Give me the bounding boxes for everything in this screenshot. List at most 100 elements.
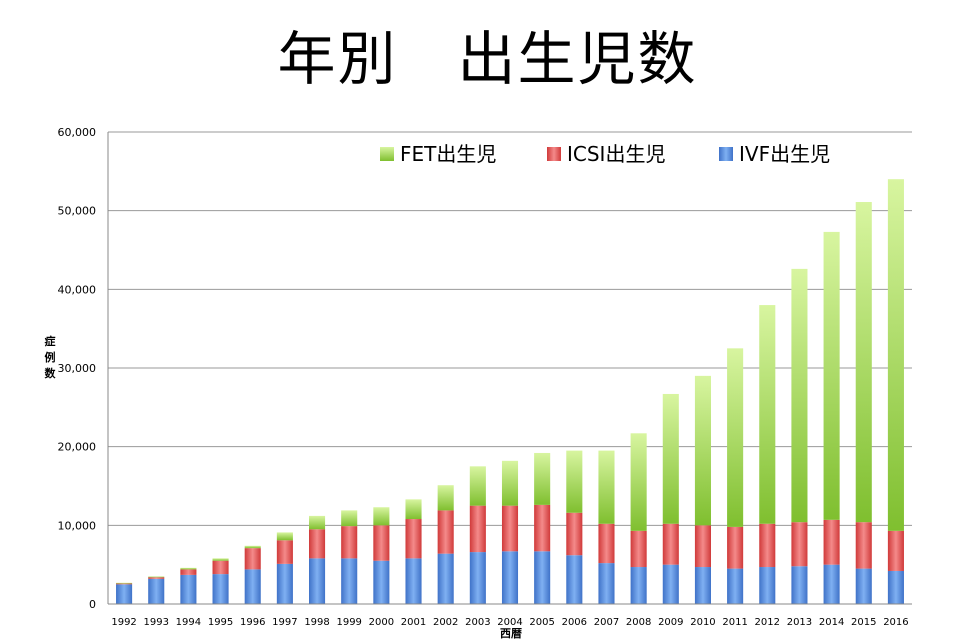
bar-1998-series-2: [309, 515, 326, 530]
bar-2015-series-0: [855, 568, 872, 604]
x-tick-label: 1993: [144, 617, 169, 628]
x-tick-label: 2012: [755, 617, 780, 628]
bar-2007-series-0: [598, 563, 615, 604]
bar-2011-series-2: [727, 348, 744, 527]
bar-2009-series-2: [662, 393, 679, 524]
x-tick-label: 2014: [819, 617, 844, 628]
bar-2016-series-2: [887, 179, 904, 531]
legend-label: IVF出生児: [739, 142, 830, 166]
x-tick-label: 2015: [851, 617, 876, 628]
bar-2010-series-0: [694, 567, 711, 604]
y-tick-label: 10,000: [58, 519, 97, 532]
bar-2014-series-2: [823, 231, 840, 520]
bar-1993-series-2: [148, 576, 165, 578]
bar-1998-series-1: [309, 529, 326, 559]
bar-2004-series-0: [501, 551, 519, 604]
bar-1992-series-2: [116, 582, 133, 584]
bar-1995-series-0: [212, 574, 229, 604]
bar-2006-series-0: [566, 555, 583, 604]
x-tick-label: 2006: [562, 617, 587, 628]
bar-2008-series-1: [630, 530, 647, 568]
bar-2013-series-1: [791, 522, 808, 567]
x-axis-label: 西暦: [500, 627, 522, 640]
bar-2003-series-1: [469, 505, 486, 553]
bar-2006-series-1: [566, 512, 583, 556]
bar-1999-series-0: [341, 558, 358, 604]
bar-2005-series-2: [534, 452, 551, 505]
chart-title: 年別 出生児数: [277, 25, 698, 93]
bar-1994-series-0: [180, 574, 197, 604]
y-axis-label-char: 例: [45, 350, 56, 364]
y-axis-ticks: 0 10,000 20,000 30,000 40,000 50,000 60,000: [58, 126, 97, 611]
bar-1995-series-1: [212, 560, 229, 575]
y-axis-label-char: 数: [45, 366, 57, 380]
bar-1996-series-1: [244, 548, 261, 570]
bar-2011-series-0: [727, 568, 744, 604]
bar-2008-series-2: [630, 433, 647, 531]
bar-2007-series-2: [598, 450, 615, 524]
bar-2001-series-0: [405, 558, 422, 604]
bar-2003-series-0: [469, 552, 486, 604]
bar-2013-series-2: [791, 268, 808, 523]
bar-2002-series-1: [437, 510, 454, 554]
bar-2009-series-0: [662, 564, 679, 604]
x-tick-label: 1994: [176, 617, 201, 628]
x-tick-label: 1992: [111, 617, 136, 628]
bar-1996-series-2: [244, 545, 261, 549]
legend-swatch: [547, 147, 561, 161]
x-tick-label: 2001: [401, 617, 426, 628]
x-tick-label: 1999: [336, 617, 361, 628]
legend-label: FET出生児: [400, 142, 496, 166]
y-tick-label: 40,000: [58, 283, 97, 296]
x-tick-label: 2010: [690, 617, 715, 628]
bar-2012-series-1: [759, 523, 776, 568]
gridlines: [108, 131, 912, 526]
bar-1997-series-1: [276, 540, 293, 564]
bar-2010-series-1: [694, 525, 711, 568]
bar-1999-series-1: [341, 526, 358, 559]
bar-2014-series-0: [823, 564, 840, 604]
x-tick-label: 1998: [304, 617, 329, 628]
bar-2012-series-0: [759, 567, 776, 604]
bar-2002-series-2: [437, 485, 454, 511]
bar-1997-series-2: [276, 532, 293, 541]
x-tick-label: 2009: [658, 617, 683, 628]
bar-1996-series-0: [244, 569, 261, 604]
bar-2004-series-2: [501, 460, 519, 506]
x-tick-label: 2011: [722, 617, 747, 628]
bar-2007-series-1: [598, 523, 615, 564]
bar-2000-series-0: [373, 560, 390, 604]
bar-2015-series-2: [855, 202, 872, 523]
y-tick-label: 0: [89, 598, 96, 611]
x-tick-label: 1996: [240, 617, 265, 628]
bar-2004-series-1: [501, 505, 519, 552]
x-axis-ticks: 1992 1993 1994 1995 1996 1997 1998 1999 2000 2001…: [111, 617, 908, 628]
bar-2001-series-2: [405, 499, 422, 520]
bar-2006-series-2: [566, 450, 583, 513]
bar-2015-series-1: [855, 522, 872, 569]
bar-1993-series-1: [148, 577, 165, 579]
x-tick-label: 2007: [594, 617, 619, 628]
bar-2009-series-1: [662, 523, 679, 565]
bars: [116, 179, 904, 604]
bar-2008-series-0: [630, 567, 647, 604]
bar-2005-series-1: [534, 504, 551, 552]
x-tick-label: 2013: [787, 617, 812, 628]
y-axis-label-char: 症: [45, 334, 56, 348]
x-tick-label: 2005: [529, 617, 554, 628]
legend-label: ICSI出生児: [567, 142, 665, 166]
bar-2010-series-2: [694, 375, 711, 526]
bar-2001-series-1: [405, 519, 422, 559]
bar-2011-series-1: [727, 526, 744, 569]
x-tick-label: 2004: [497, 617, 522, 628]
y-tick-label: 60,000: [58, 126, 97, 139]
y-axis-label: 症例数: [45, 334, 57, 380]
bar-1999-series-2: [341, 510, 358, 527]
x-tick-label: 1995: [208, 617, 233, 628]
y-tick-label: 20,000: [58, 441, 97, 454]
bar-2014-series-1: [823, 519, 840, 565]
y-tick-label: 50,000: [58, 205, 97, 218]
bar-1992-series-0: [116, 584, 133, 604]
bar-2003-series-2: [469, 466, 486, 506]
